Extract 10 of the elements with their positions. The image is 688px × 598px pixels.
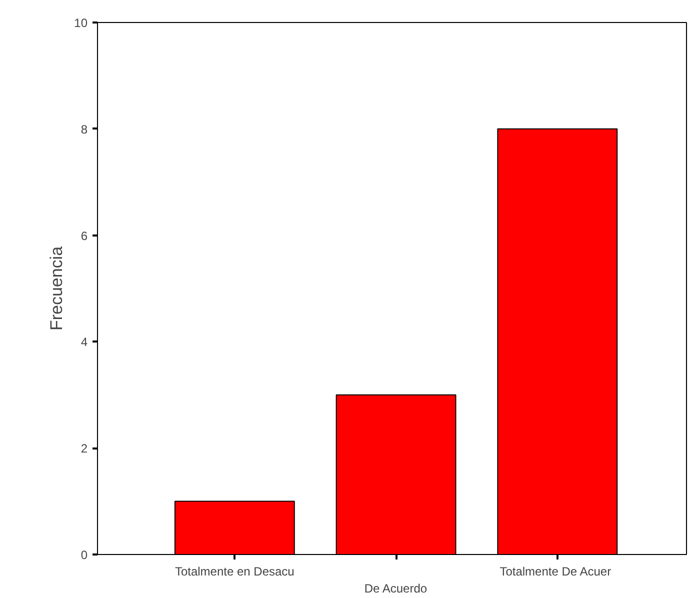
x-tick-label: Totalmente De Acuer [500, 564, 612, 578]
y-axis-title: Frecuencia [47, 246, 66, 331]
y-tick-label: 4 [80, 335, 88, 350]
y-tick-label: 8 [80, 122, 88, 136]
x-tick-label: De Acuerdo [364, 581, 428, 596]
y-tick-label: 0 [80, 548, 88, 562]
y-tick-label: 10 [74, 16, 88, 30]
y-tick-label: 2 [80, 442, 88, 456]
y-tick-label: 6 [80, 228, 88, 243]
x-tick-label: Totalmente en Desacu [174, 564, 294, 578]
